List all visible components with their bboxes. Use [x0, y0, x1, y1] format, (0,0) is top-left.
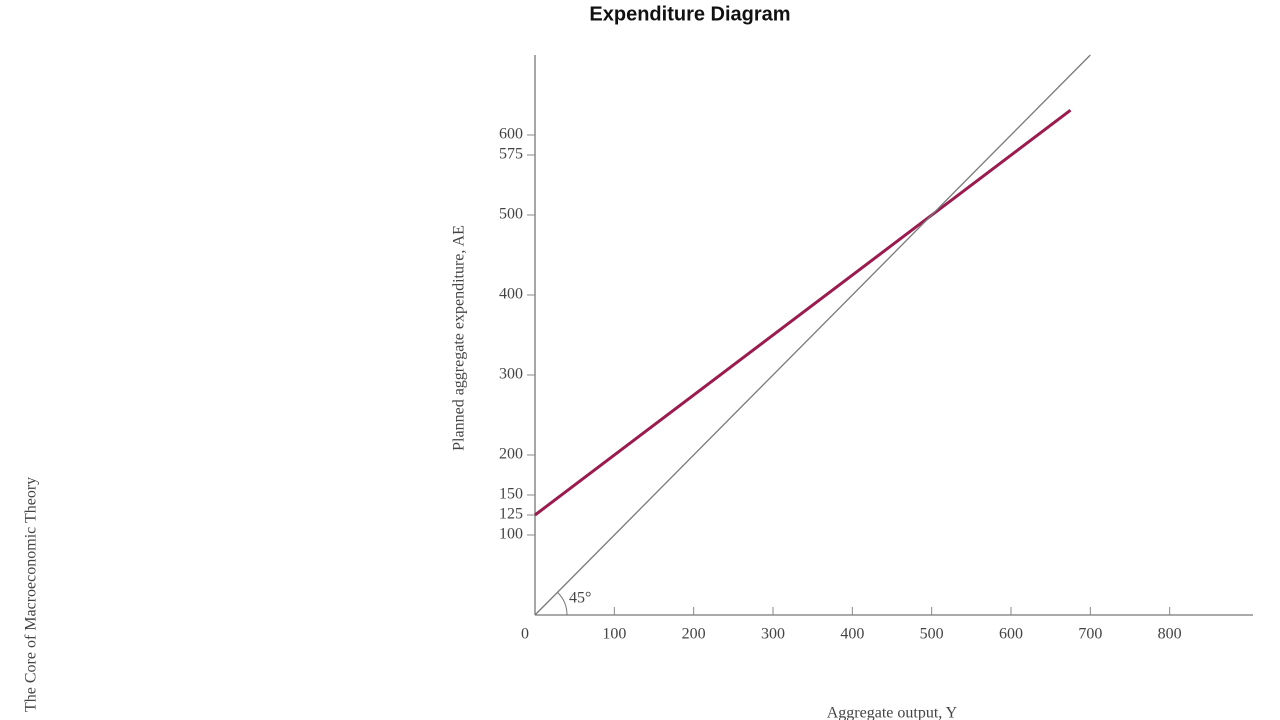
x-tick-label: 800	[1158, 626, 1182, 643]
x-tick-label: 0	[521, 626, 529, 643]
x-tick-label: 200	[682, 626, 706, 643]
angle-arc	[557, 592, 568, 616]
chart-title: Expenditure Diagram	[589, 3, 790, 25]
y-tick-label: 575	[499, 146, 523, 163]
side-text: The Core of Macroeconomic Theory	[23, 477, 40, 712]
y-tick-label: 600	[499, 126, 523, 143]
line	[534, 109, 1072, 517]
line	[534, 54, 1091, 616]
x-tick-label: 300	[761, 626, 785, 643]
y-axis-label: Planned aggregate expenditure, AE	[451, 225, 468, 451]
x-tick-label: 100	[602, 626, 626, 643]
y-tick-label: 150	[499, 486, 523, 503]
x-axis-label: Aggregate output, Y	[827, 705, 958, 720]
y-tick-label: 100	[499, 526, 523, 543]
annotation: 45°	[569, 590, 591, 607]
x-tick-label: 700	[1078, 626, 1102, 643]
x-tick-label: 400	[840, 626, 864, 643]
y-tick-label: 125	[499, 506, 523, 523]
x-tick-label: 500	[920, 626, 944, 643]
x-tick-label: 600	[999, 626, 1023, 643]
y-tick-label: 400	[499, 286, 523, 303]
y-tick-label: 200	[499, 446, 523, 463]
y-tick-label: 300	[499, 366, 523, 383]
y-tick-label: 500	[499, 206, 523, 223]
